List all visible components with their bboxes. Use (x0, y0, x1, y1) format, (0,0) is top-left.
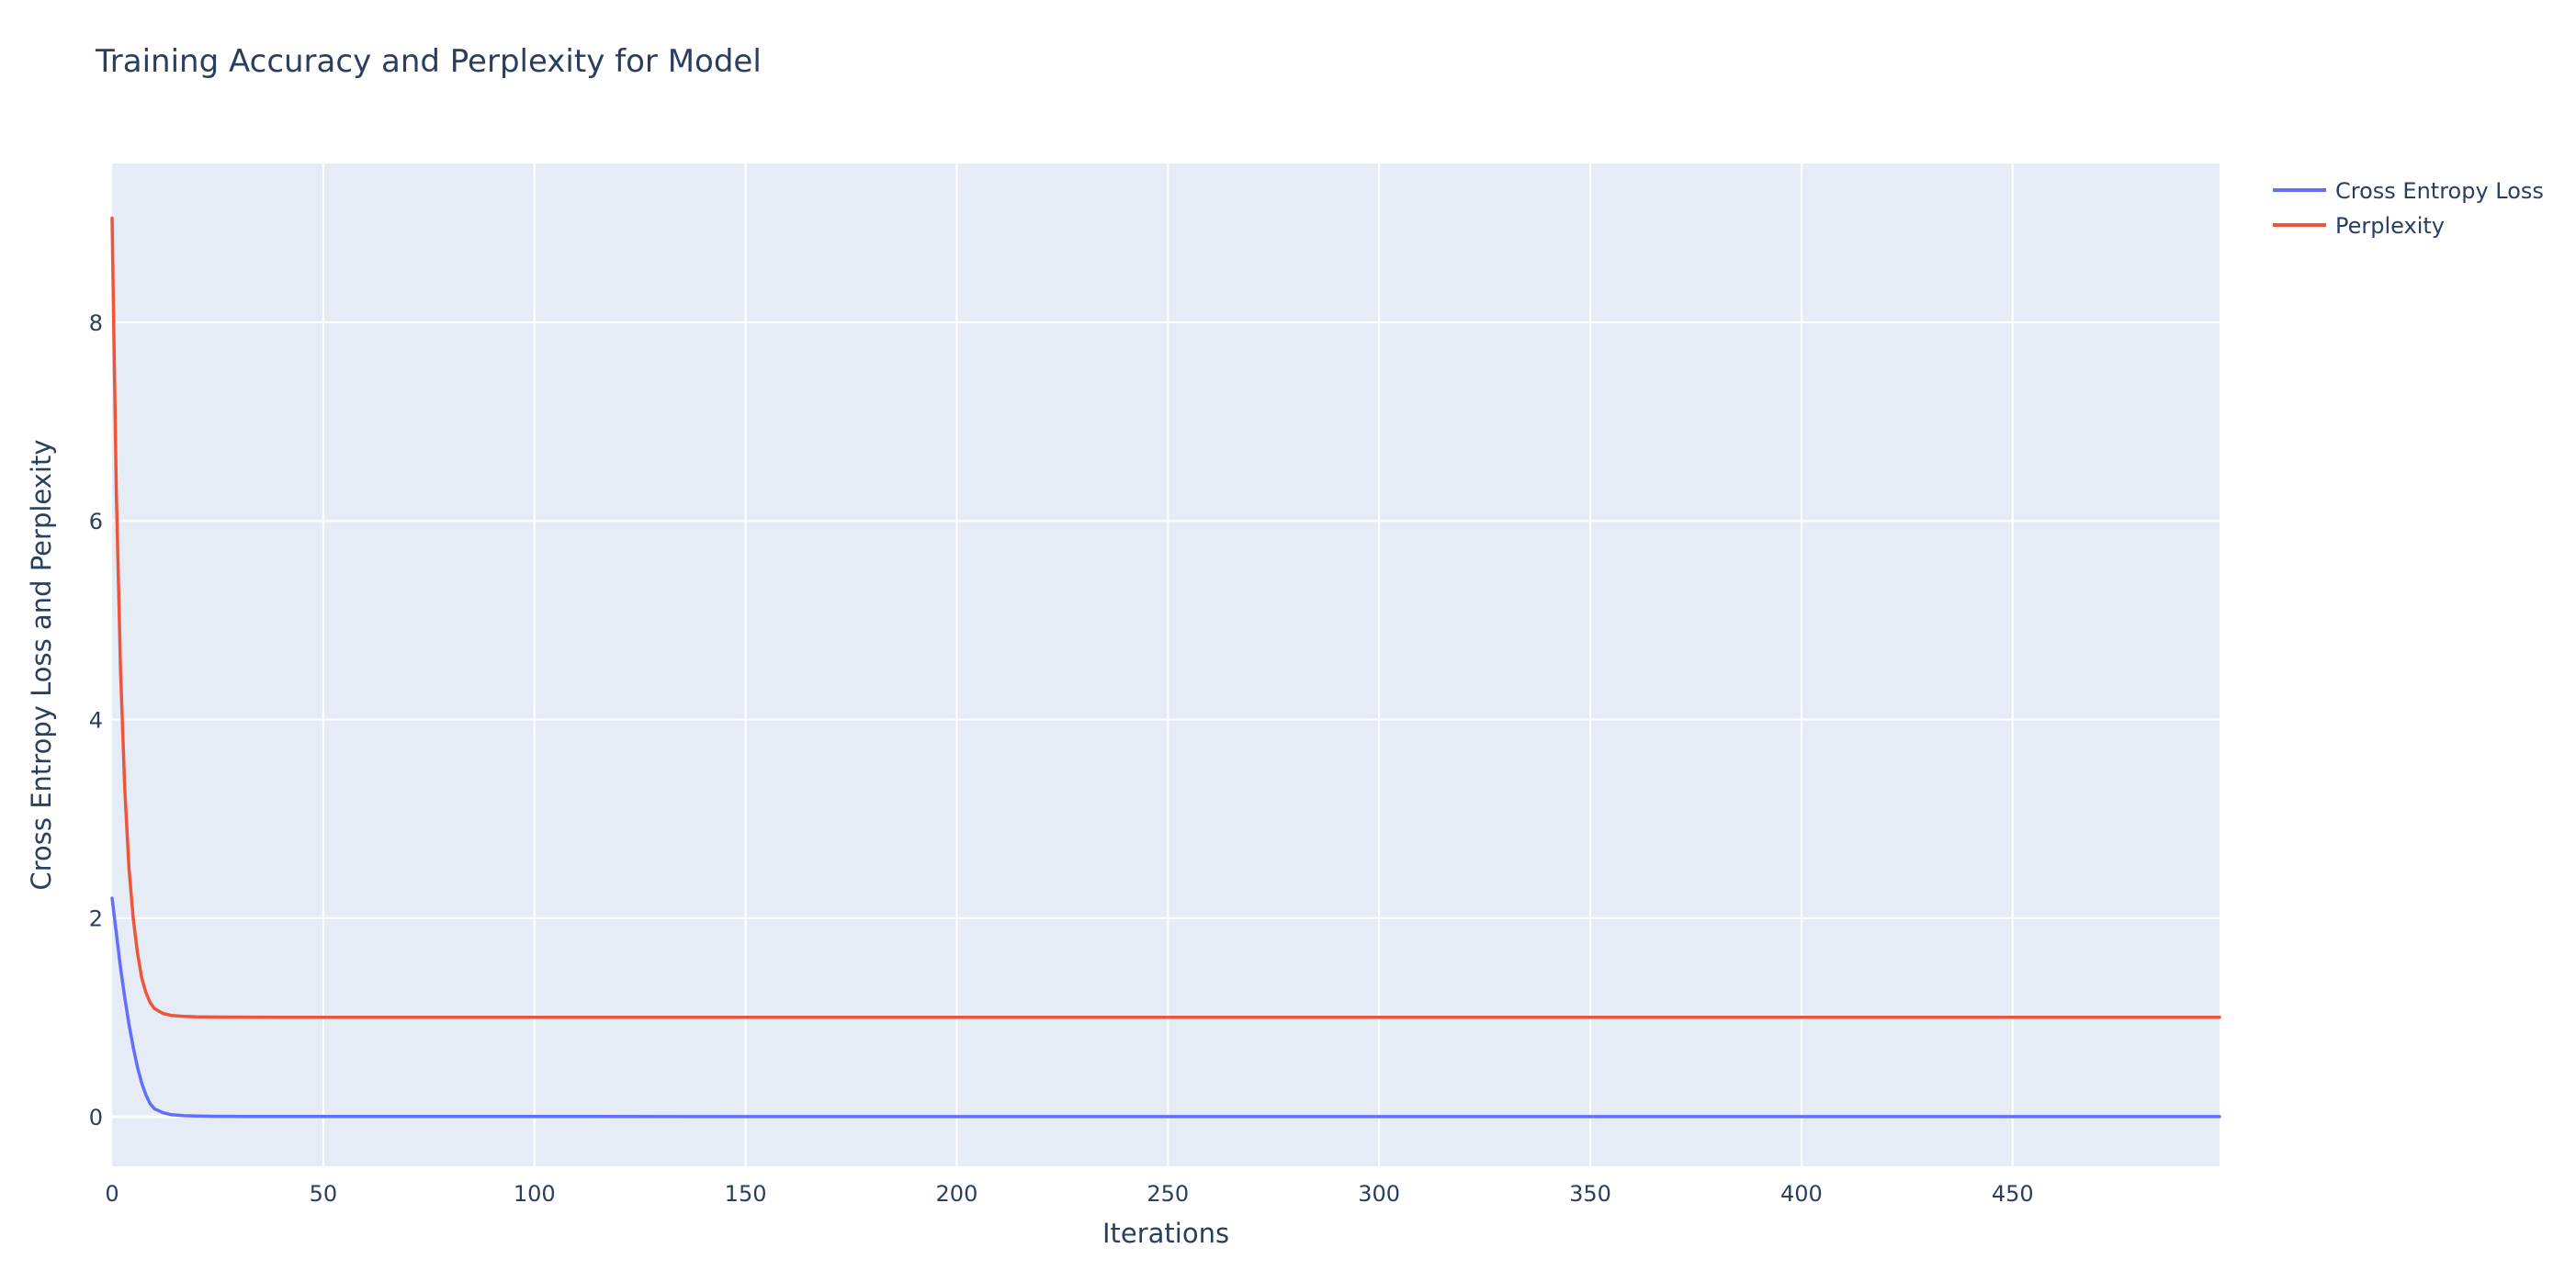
x-tick-label: 150 (725, 1181, 767, 1207)
x-tick-label: 50 (310, 1181, 338, 1207)
y-tick-labels: 0 2 4 6 8 (89, 310, 103, 1130)
legend-item[interactable]: Cross Entropy Loss (2273, 178, 2544, 204)
x-tick-labels: 0 50 100 150 200 250 300 350 400 450 (105, 1181, 2033, 1207)
legend-item[interactable]: Perplexity (2273, 213, 2445, 239)
y-tick-label: 2 (89, 906, 103, 932)
y-tick-label: 0 (89, 1105, 103, 1130)
x-tick-label: 0 (105, 1181, 119, 1207)
x-tick-label: 300 (1358, 1181, 1400, 1207)
y-tick-label: 8 (89, 310, 103, 336)
plot-area (112, 163, 2220, 1166)
x-tick-label: 450 (1992, 1181, 2034, 1207)
x-axis-title: Iterations (1102, 1218, 1229, 1249)
x-gridlines (322, 163, 2014, 1166)
chart-title: Training Accuracy and Perplexity for Mod… (95, 43, 762, 80)
legend-label: Cross Entropy Loss (2335, 178, 2544, 204)
y-axis-title: Cross Entropy Loss and Perplexity (26, 440, 57, 891)
series-line-cross-entropy-loss[interactable] (110, 896, 2221, 1119)
legend-label: Perplexity (2335, 213, 2445, 239)
legend[interactable]: Cross Entropy Loss Perplexity (2273, 178, 2544, 239)
x-tick-label: 100 (514, 1181, 556, 1207)
y-tick-label: 4 (89, 707, 103, 733)
x-tick-label: 350 (1569, 1181, 1611, 1207)
y-tick-label: 6 (89, 509, 103, 534)
series-line-perplexity[interactable] (110, 216, 2221, 1019)
x-tick-label: 250 (1147, 1181, 1189, 1207)
x-tick-label: 400 (1780, 1181, 1823, 1207)
x-tick-label: 200 (936, 1181, 978, 1207)
series-layer (110, 216, 2221, 1119)
